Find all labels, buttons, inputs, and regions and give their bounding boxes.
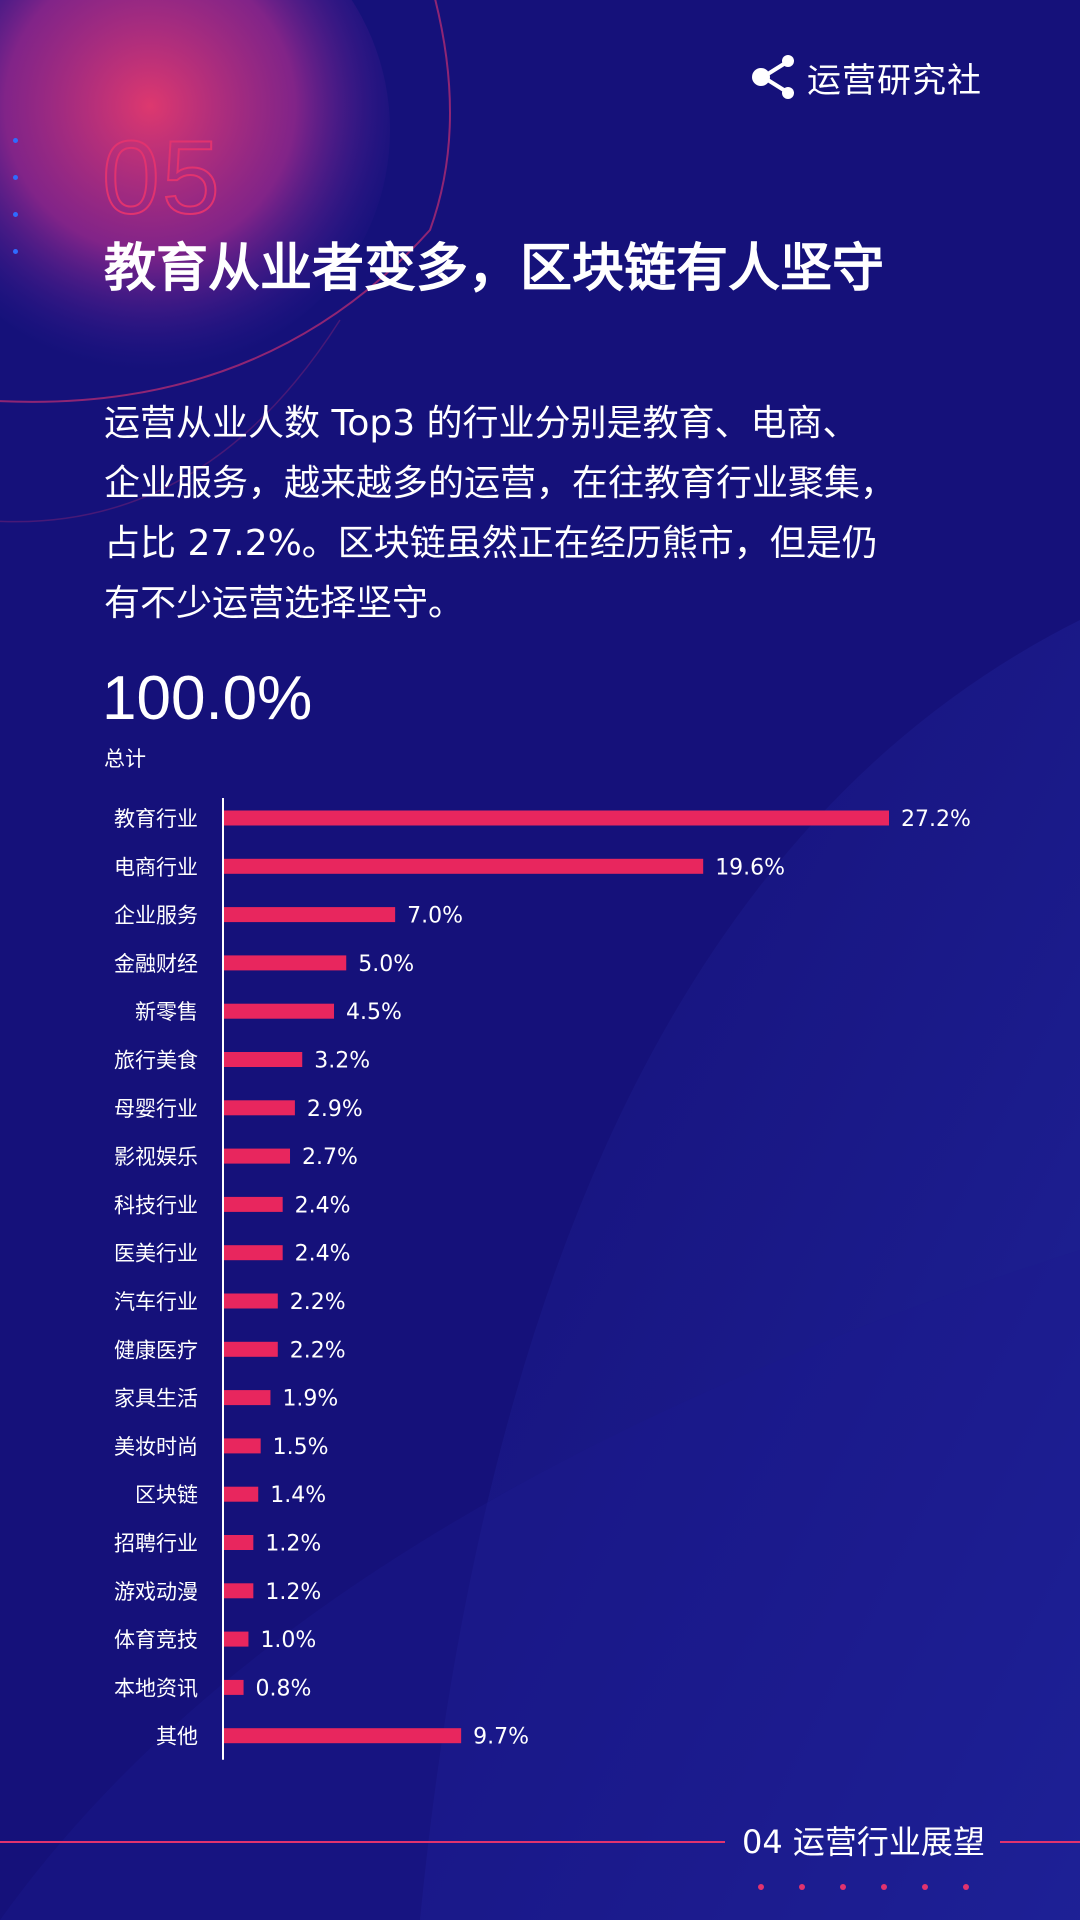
value-label: 1.2% [265,1532,321,1557]
category-label: 区块链 [135,1483,198,1507]
footer-divider [1000,1841,1080,1843]
bar [224,1535,254,1550]
value-label: 2.4% [295,1193,351,1218]
category-label: 医美行业 [114,1242,198,1266]
category-label: 教育行业 [114,807,198,831]
bar [224,1583,254,1599]
category-label: 其他 [156,1725,198,1749]
value-label: 19.6% [715,855,785,880]
value-label: 2.4% [295,1242,351,1267]
bar [224,1728,462,1744]
bar [224,1100,295,1116]
value-label: 4.5% [346,1000,402,1025]
paragraph-line: 有不少运营选择坚守。 [104,583,465,624]
value-label: 1.9% [282,1387,338,1412]
bar [224,1003,335,1019]
footer-section-label: 04 运营行业展望 [742,1823,985,1861]
brand-logo: 运营研究社 [751,52,982,102]
category-label: 本地资讯 [114,1676,198,1700]
decorative-dots [13,138,18,286]
bar [224,1196,283,1212]
bar [224,1486,259,1502]
value-label: 7.0% [407,904,463,929]
value-label: 3.2% [314,1049,370,1074]
intro-paragraph: 运营从业人数 Top3 的行业分别是教育、电商、 企业服务，越来越多的运营，在往… [104,394,1004,634]
category-label: 美妆时尚 [114,1435,198,1459]
value-label: 2.2% [290,1290,346,1315]
value-label: 2.9% [307,1097,363,1122]
value-label: 0.8% [256,1676,312,1701]
category-label: 企业服务 [114,904,198,928]
value-label: 5.0% [358,952,414,977]
value-label: 27.2% [901,807,971,832]
category-label: 招聘行业 [114,1532,198,1556]
total-value: 100.0% [102,664,313,733]
bar [224,810,889,826]
category-label: 旅行美食 [114,1049,198,1073]
bar [224,1293,278,1309]
category-label: 科技行业 [114,1193,198,1217]
category-label: 新零售 [135,1000,198,1024]
bar [224,1438,261,1454]
value-label: 2.2% [290,1338,346,1363]
paragraph-line: 占比 27.2%。区块链虽然正在经历熊市，但是仍 [104,523,878,564]
footer-dots [758,1884,969,1890]
category-label: 电商行业 [114,855,198,879]
share-nodes-icon [752,55,794,99]
footer-divider [0,1841,725,1843]
section-number: 05 [101,120,222,236]
total-label: 总计 [104,747,146,771]
category-label: 健康医疗 [114,1338,198,1362]
bar [224,1390,271,1406]
value-label: 1.2% [265,1580,321,1605]
value-label: 9.7% [473,1725,529,1750]
category-label: 游戏动漫 [114,1580,198,1604]
category-label: 金融财经 [114,952,198,976]
bar [224,1341,278,1357]
bar [224,1631,249,1647]
bar [224,907,396,923]
brand-name: 运营研究社 [807,60,982,101]
value-label: 1.5% [273,1435,329,1460]
value-label: 1.4% [270,1483,326,1508]
category-label: 母婴行业 [114,1097,198,1121]
industry-bar-chart: 教育行业 27.2% 电商行业 19.6% 企业服务 7.0% 金融财经 5.0% 新零售 4.5… [114,798,971,1760]
page-title: 教育从业者变多，区块链有人坚守 [104,239,885,299]
bar [224,1679,244,1695]
category-label: 汽车行业 [114,1290,198,1314]
value-label: 1.0% [260,1628,316,1653]
bar [224,1052,303,1067]
bar [224,858,704,874]
category-label: 体育竞技 [114,1628,198,1652]
bar [224,1148,291,1164]
bar [224,955,347,971]
paragraph-line: 企业服务，越来越多的运营，在往教育行业聚集， [104,463,897,504]
bar [224,1245,283,1261]
category-label: 家具生活 [114,1387,198,1411]
value-label: 2.7% [302,1145,358,1170]
category-label: 影视娱乐 [114,1145,198,1169]
paragraph-line: 运营从业人数 Top3 的行业分别是教育、电商、 [104,403,859,444]
